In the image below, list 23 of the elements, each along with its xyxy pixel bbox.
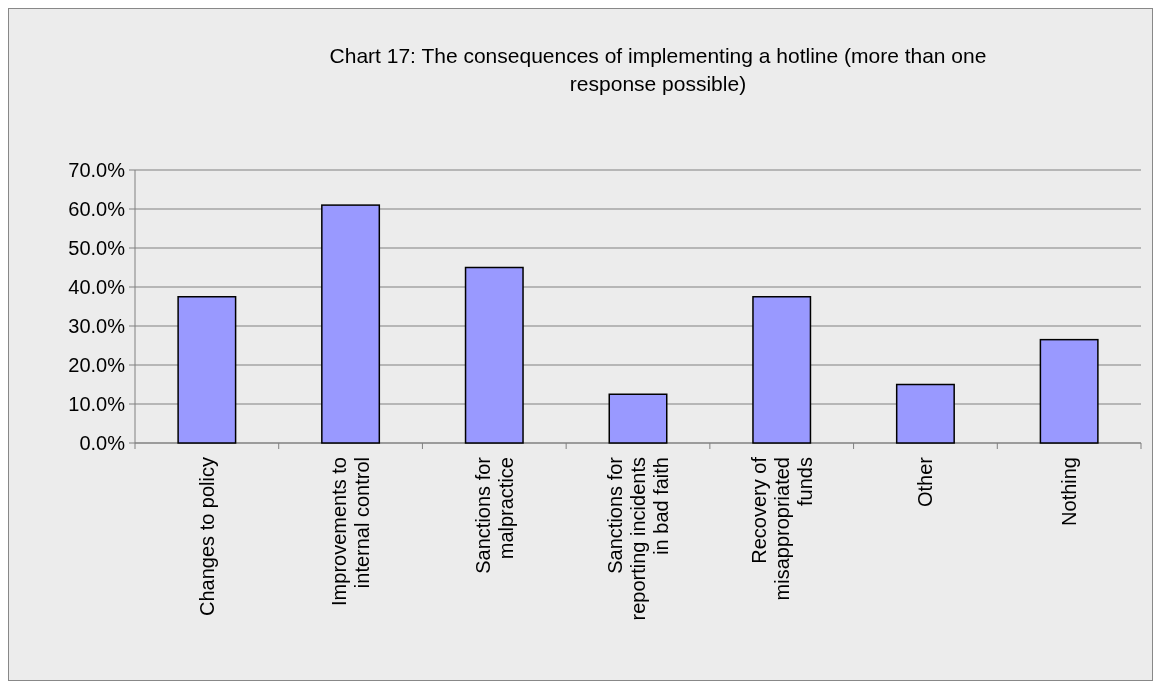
bar	[608, 393, 668, 444]
x-tick-label: Nothing	[1058, 457, 1081, 526]
x-tick-label: Sanctions for reporting incidents in bad faith	[604, 456, 672, 621]
y-tick-label: 10.0%	[68, 393, 126, 415]
x-tick-label: Improvements to internal control	[328, 457, 374, 606]
chart-title: Chart 17: The consequences of implementing a hotline (more than one response possible)	[329, 44, 987, 95]
y-tick-label: 70.0%	[68, 159, 126, 181]
bar	[895, 383, 955, 444]
y-tick-label: 60.0%	[68, 198, 126, 220]
x-tick-label: Sanctions for malpractice	[471, 456, 517, 574]
x-tick-label: Changes to policy	[195, 457, 218, 616]
y-tick-label: 20.0%	[68, 354, 126, 376]
y-tick-label: 30.0%	[68, 315, 126, 337]
y-tick-label: 50.0%	[68, 237, 126, 259]
bar	[177, 296, 237, 444]
bar	[1039, 338, 1099, 444]
x-tick-label: Recovery of misappropriated funds	[747, 456, 816, 601]
bar	[321, 204, 381, 444]
bar	[752, 296, 812, 444]
bar	[464, 266, 524, 444]
y-tick-label: 0.0%	[79, 432, 126, 454]
y-tick-label: 40.0%	[68, 276, 126, 298]
x-tick-label: Other	[914, 456, 937, 508]
